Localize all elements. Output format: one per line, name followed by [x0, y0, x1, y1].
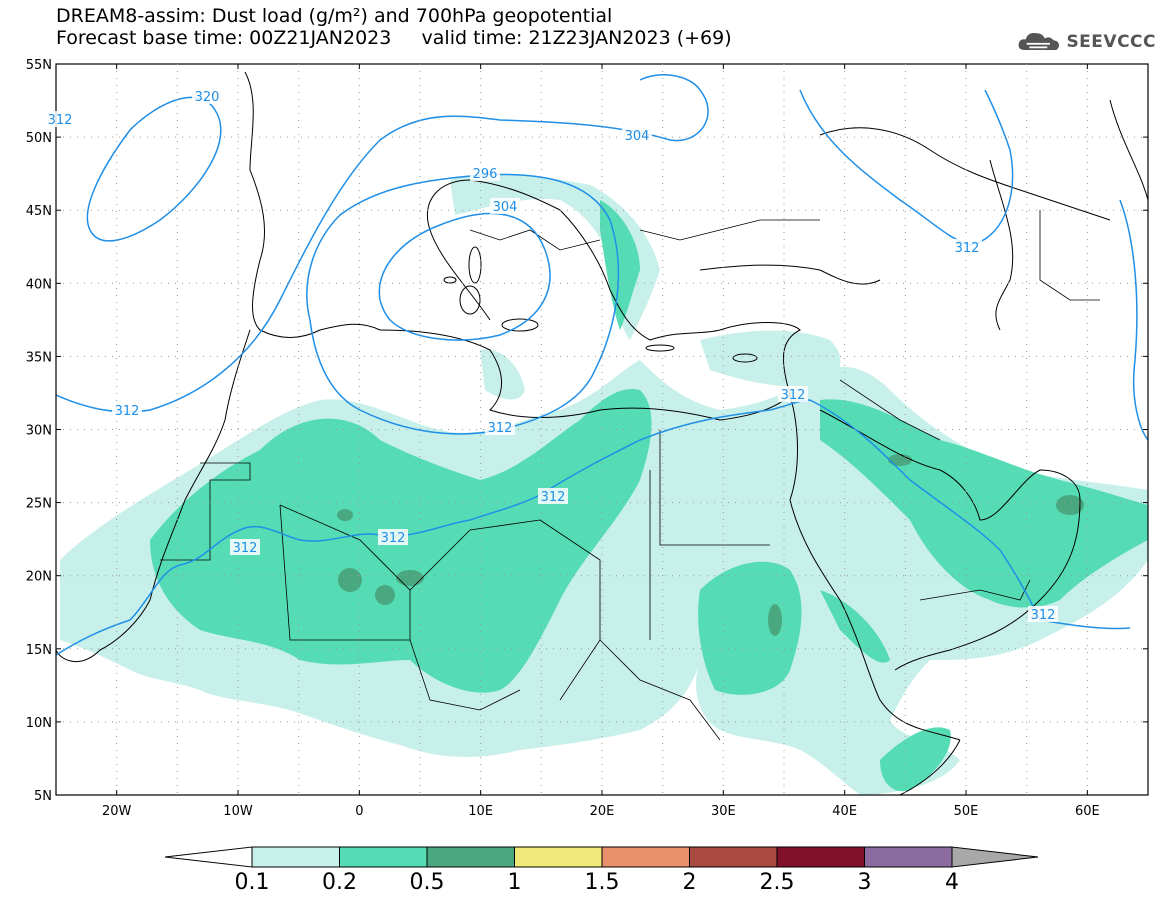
islands [443, 246, 758, 363]
contour-label-bg [470, 165, 500, 181]
map-title: DREAM8-assim: Dust load (g/m²) and 700hP… [56, 5, 613, 27]
colorbar-segment [689, 846, 778, 868]
map-subtitle: Forecast base time: 00Z21JAN2023 valid t… [56, 27, 732, 49]
colorbar-extend-high [951, 846, 1039, 868]
lat-tick-label: 5N [34, 789, 52, 804]
contour-label: 312 [381, 531, 406, 546]
colorbar: 0.1 0.2 0.5 1 1.5 2 2.5 3 4 [164, 846, 1039, 895]
contour-label-bg [538, 488, 568, 504]
colorbar-label: 1.5 [585, 870, 620, 895]
lat-tick-label: 50N [26, 131, 52, 146]
coastlines [56, 71, 1148, 795]
contour-label: 304 [625, 129, 650, 144]
cloud-icon [1018, 32, 1059, 51]
lat-tick-label: 45N [26, 204, 52, 219]
logo-text: SEEVCCC [1066, 32, 1156, 52]
colorbar-label: 1 [508, 870, 522, 895]
lat-tick-label: 10N [26, 716, 52, 731]
country-borders [160, 210, 1100, 741]
contour-label-bg [230, 539, 260, 555]
seevccc-logo: SEEVCCC [1016, 26, 1156, 58]
lon-tick-label: 40E [832, 804, 857, 819]
colorbar-label: 3 [858, 870, 872, 895]
colorbar-extend-low [164, 846, 253, 868]
contour-label: 312 [955, 241, 980, 256]
lon-tick-label: 50E [954, 804, 979, 819]
contour-label: 312 [48, 113, 73, 128]
contour-label-bg [45, 111, 75, 127]
contour-labels: 320 312 304 296 304 312 312 312 312 312 312 312 312 [45, 88, 1058, 623]
lon-tick-label: 10E [468, 804, 493, 819]
contour-label: 312 [115, 404, 140, 419]
lat-tick-label: 15N [26, 643, 52, 658]
colorbar-segment [514, 846, 603, 868]
contour-label-bg [952, 239, 982, 255]
lon-tick-label: 20E [590, 804, 615, 819]
colorbar-label: 0.5 [410, 870, 445, 895]
lat-tick-label: 30N [26, 424, 52, 439]
lat-tick-label: 40N [26, 277, 52, 292]
contour-label-bg [490, 198, 520, 214]
contour-label-bg [192, 88, 222, 104]
contour-label: 304 [493, 200, 518, 215]
contour-label-bg [485, 419, 515, 435]
contour-label-bg [378, 529, 408, 545]
contour-label: 312 [488, 421, 513, 436]
colorbar-label: 2 [683, 870, 697, 895]
contour-label: 312 [1031, 608, 1056, 623]
contour-label-bg [1028, 606, 1058, 622]
lon-tick-label: 30E [711, 804, 736, 819]
contour-label: 320 [195, 90, 220, 105]
contour-label: 312 [541, 490, 566, 505]
colorbar-segment [864, 846, 953, 868]
colorbar-segment [339, 846, 428, 868]
gridlines [56, 64, 1148, 795]
colorbar-segment [601, 846, 690, 868]
lon-tick-label: 60E [1075, 804, 1100, 819]
contour-label: 296 [473, 167, 498, 182]
lon-tick-label: 0 [355, 804, 363, 819]
contour-label-bg [112, 402, 142, 418]
colorbar-segment [251, 846, 340, 868]
colorbar-label: 2.5 [760, 870, 795, 895]
contour-label: 312 [233, 541, 258, 556]
lat-tick-label: 25N [26, 497, 52, 512]
colorbar-segment [776, 846, 865, 868]
lat-tick-label: 20N [26, 570, 52, 585]
colorbar-label: 0.2 [322, 870, 357, 895]
colorbar-label: 4 [945, 870, 959, 895]
lat-tick-label: 35N [26, 350, 52, 365]
lon-tick-label: 20W [102, 804, 132, 819]
lat-tick-label: 55N [26, 58, 52, 73]
contour-label: 312 [781, 388, 806, 403]
latitude-axis: 55N 50N 45N 40N 35N 30N 25N 20N 15N 10N 5N [26, 58, 1148, 804]
contour-label-bg [622, 127, 652, 143]
longitude-axis: 20W 10W 0 10E 20E 30E 40E 50E 60E [102, 64, 1100, 819]
lon-tick-label: 10W [223, 804, 253, 819]
colorbar-label: 0.1 [235, 870, 270, 895]
contour-label-bg [778, 386, 808, 402]
colorbar-segment [426, 846, 515, 868]
